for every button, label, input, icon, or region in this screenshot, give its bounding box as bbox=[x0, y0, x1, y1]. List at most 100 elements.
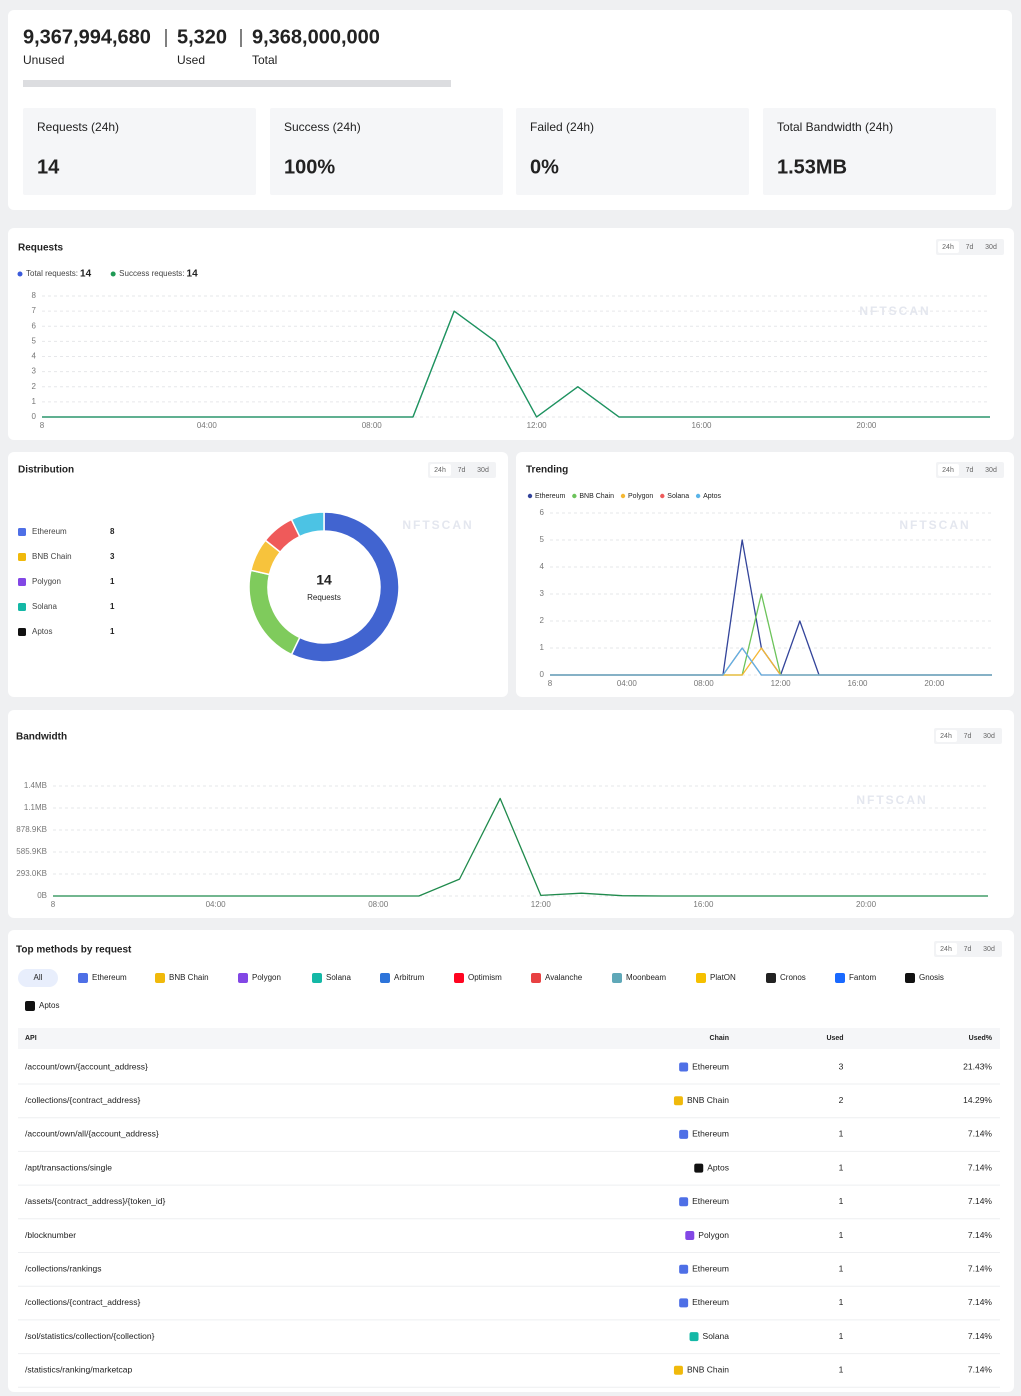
filter-chip[interactable]: Avalanche bbox=[545, 973, 583, 982]
used-count: 1 bbox=[839, 1196, 844, 1206]
total-value: 9,368,000,000 bbox=[252, 26, 380, 48]
legend-label: Polygon bbox=[32, 577, 61, 586]
y-tick-label: 5 bbox=[32, 336, 37, 345]
y-tick-label: 2 bbox=[32, 382, 37, 391]
range-tab[interactable]: 7d bbox=[458, 467, 466, 474]
x-tick-label: 04:00 bbox=[197, 421, 218, 430]
filter-icon bbox=[835, 973, 845, 983]
x-tick-label: 20:00 bbox=[856, 421, 877, 430]
range-tab-active bbox=[938, 464, 959, 476]
y-tick-label: 4 bbox=[32, 352, 37, 361]
api-path: /statistics/ranking/marketcap bbox=[25, 1365, 133, 1375]
filter-chip[interactable]: Ethereum bbox=[92, 973, 127, 982]
chain-icon bbox=[679, 1197, 689, 1207]
legend-icon bbox=[18, 603, 26, 611]
range-tab[interactable]: 7d bbox=[964, 733, 972, 740]
unused-value: 9,367,994,680 bbox=[23, 26, 151, 48]
filter-chip-active bbox=[18, 969, 58, 987]
range-tab[interactable]: 24h bbox=[940, 946, 952, 953]
api-path: /account/own/all/{account_address} bbox=[25, 1129, 159, 1139]
range-tab[interactable]: 30d bbox=[477, 467, 489, 474]
quota-bar bbox=[23, 80, 451, 87]
chain-name: Ethereum bbox=[692, 1061, 729, 1071]
filter-chip[interactable]: PlatON bbox=[710, 973, 736, 982]
y-tick-label: 2 bbox=[540, 616, 545, 625]
chain-icon bbox=[689, 1332, 699, 1342]
filter-chip[interactable]: Polygon bbox=[252, 973, 281, 982]
filter-icon bbox=[612, 973, 622, 983]
stat-label: Total Bandwidth (24h) bbox=[777, 120, 893, 134]
used-count: 1 bbox=[839, 1297, 844, 1307]
y-tick-label: 585.9KB bbox=[16, 847, 47, 856]
legend-label: Solana bbox=[32, 602, 57, 611]
y-tick-label: 6 bbox=[540, 508, 545, 517]
api-path: /account/own/{account_address} bbox=[25, 1061, 148, 1071]
range-tab[interactable]: 30d bbox=[983, 733, 995, 740]
range-tab[interactable]: 30d bbox=[985, 467, 997, 474]
chain-name: BNB Chain bbox=[687, 1365, 729, 1375]
filter-chip[interactable]: Optimism bbox=[468, 973, 502, 982]
used-percent: 7.14% bbox=[968, 1297, 993, 1307]
used-count: 1 bbox=[839, 1230, 844, 1240]
panel bbox=[516, 452, 1014, 697]
range-tab[interactable]: 30d bbox=[985, 244, 997, 251]
stat-label: Failed (24h) bbox=[530, 120, 594, 134]
filter-chip[interactable]: Gnosis bbox=[919, 973, 944, 982]
chain-name: Ethereum bbox=[692, 1263, 729, 1273]
y-tick-label: 6 bbox=[32, 321, 37, 330]
stat-value: 100% bbox=[284, 156, 335, 178]
filter-chip[interactable]: All bbox=[34, 973, 43, 982]
filter-icon bbox=[454, 973, 464, 983]
legend-total: 14 bbox=[80, 269, 92, 280]
range-tab[interactable]: 24h bbox=[434, 467, 446, 474]
filter-chip[interactable]: Solana bbox=[326, 973, 351, 982]
x-tick-label: 8 bbox=[40, 421, 45, 430]
y-tick-label: 1 bbox=[32, 397, 37, 406]
range-tab[interactable]: 7d bbox=[964, 946, 972, 953]
filter-chip[interactable]: Fantom bbox=[849, 973, 876, 982]
x-tick-label: 04:00 bbox=[206, 900, 227, 909]
used-percent: 14.29% bbox=[963, 1095, 992, 1105]
used-percent: 7.14% bbox=[968, 1230, 993, 1240]
filter-chip[interactable]: Moonbeam bbox=[626, 973, 666, 982]
chain-icon bbox=[685, 1231, 695, 1240]
x-tick-label: 08:00 bbox=[362, 421, 383, 430]
filter-chip[interactable]: Aptos bbox=[39, 1001, 59, 1010]
range-tab[interactable]: 24h bbox=[940, 733, 952, 740]
y-tick-label: 1 bbox=[540, 643, 545, 652]
unused-label: Unused bbox=[23, 53, 64, 67]
filter-chip[interactable]: Arbitrum bbox=[394, 973, 425, 982]
range-tab[interactable]: 7d bbox=[966, 244, 974, 251]
legend-label: Success requests: bbox=[119, 269, 184, 278]
filter-icon bbox=[312, 973, 322, 983]
range-tab-active bbox=[936, 730, 957, 742]
range-tab[interactable]: 7d bbox=[966, 467, 974, 474]
filter-icon bbox=[766, 973, 776, 983]
used-percent: 7.14% bbox=[968, 1365, 993, 1375]
x-tick-label: 08:00 bbox=[694, 679, 715, 688]
legend-label: Total requests: bbox=[26, 269, 78, 278]
range-tab-active bbox=[936, 943, 957, 955]
filter-chip[interactable]: BNB Chain bbox=[169, 973, 209, 982]
used-percent: 7.14% bbox=[968, 1162, 993, 1172]
panel-title: Trending bbox=[526, 465, 568, 476]
panel bbox=[8, 228, 1014, 440]
range-tab[interactable]: 24h bbox=[942, 467, 954, 474]
chain-icon bbox=[679, 1264, 689, 1274]
legend-icon bbox=[18, 628, 26, 636]
range-tab[interactable]: 30d bbox=[983, 946, 995, 953]
filter-chip[interactable]: Cronos bbox=[780, 973, 806, 982]
stat-value: 1.53MB bbox=[777, 156, 847, 178]
legend-label: Ethereum bbox=[535, 493, 566, 500]
x-tick-label: 04:00 bbox=[617, 679, 638, 688]
stat-label: Requests (24h) bbox=[37, 120, 119, 134]
used-count: 1 bbox=[839, 1331, 844, 1341]
range-tab[interactable]: 24h bbox=[942, 244, 954, 251]
chain-icon bbox=[679, 1298, 689, 1308]
api-path: /collections/rankings bbox=[25, 1263, 102, 1273]
filter-icon bbox=[238, 973, 248, 983]
used-value: 5,320 bbox=[177, 26, 227, 48]
legend-dot bbox=[527, 493, 533, 499]
legend-dot bbox=[660, 493, 665, 499]
chain-name: BNB Chain bbox=[687, 1095, 729, 1105]
